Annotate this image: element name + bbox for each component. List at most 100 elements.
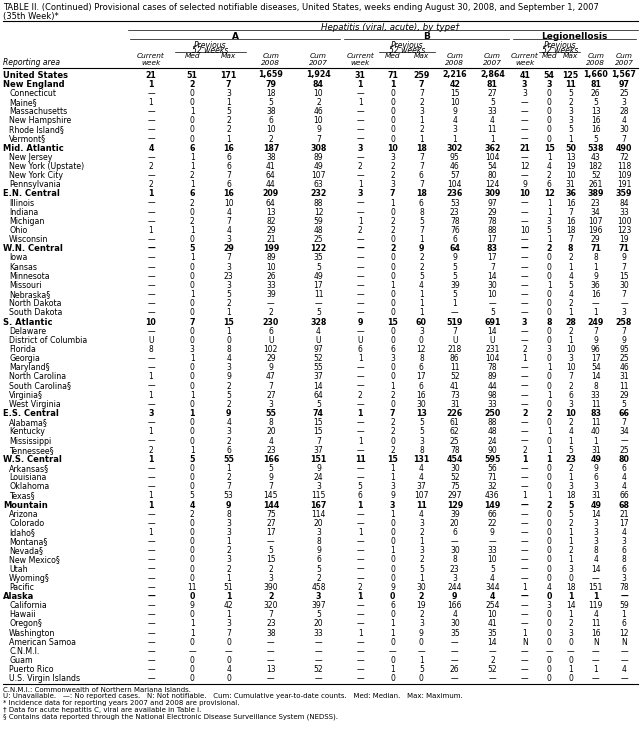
Text: —: — xyxy=(147,327,155,336)
Text: 96: 96 xyxy=(591,345,601,354)
Text: 3: 3 xyxy=(419,107,424,116)
Text: 4: 4 xyxy=(490,116,495,125)
Text: 3: 3 xyxy=(569,629,573,638)
Text: 71: 71 xyxy=(619,244,629,254)
Text: N: N xyxy=(522,638,528,647)
Text: 8: 8 xyxy=(419,208,424,217)
Text: 7: 7 xyxy=(269,382,273,391)
Text: 52 weeks: 52 weeks xyxy=(389,46,425,55)
Text: —: — xyxy=(147,208,155,217)
Text: 2: 2 xyxy=(569,418,573,427)
Text: —: — xyxy=(356,638,364,647)
Text: 0: 0 xyxy=(547,556,551,565)
Text: 17: 17 xyxy=(266,528,276,537)
Text: 52: 52 xyxy=(313,665,323,674)
Text: 23: 23 xyxy=(224,272,233,280)
Text: —: — xyxy=(451,674,458,684)
Text: 40: 40 xyxy=(591,427,601,436)
Text: 0: 0 xyxy=(190,263,195,272)
Text: 1: 1 xyxy=(148,80,154,89)
Text: Texas§: Texas§ xyxy=(9,491,35,501)
Text: 74: 74 xyxy=(313,409,324,418)
Text: 0: 0 xyxy=(190,482,195,491)
Text: 5: 5 xyxy=(358,482,363,491)
Text: Max: Max xyxy=(414,53,429,59)
Text: 1: 1 xyxy=(568,592,574,601)
Text: 6: 6 xyxy=(419,382,424,391)
Text: —: — xyxy=(356,363,364,372)
Text: 3: 3 xyxy=(522,318,528,327)
Text: —: — xyxy=(356,610,364,619)
Text: 0: 0 xyxy=(390,290,395,299)
Text: 519: 519 xyxy=(447,318,463,327)
Text: 1: 1 xyxy=(419,290,424,299)
Text: 7: 7 xyxy=(316,437,321,446)
Text: 9: 9 xyxy=(358,318,363,327)
Text: 0: 0 xyxy=(547,299,551,308)
Text: 11: 11 xyxy=(313,290,323,299)
Text: 18: 18 xyxy=(266,89,276,97)
Text: 46: 46 xyxy=(450,162,460,171)
Text: Hawaii: Hawaii xyxy=(9,610,36,619)
Text: —: — xyxy=(488,299,496,308)
Text: 1: 1 xyxy=(190,162,195,171)
Text: 11: 11 xyxy=(416,501,427,510)
Text: —: — xyxy=(521,107,528,116)
Text: E.S. Central: E.S. Central xyxy=(3,409,59,418)
Text: 2: 2 xyxy=(390,446,395,455)
Text: 18: 18 xyxy=(566,491,576,501)
Text: 73: 73 xyxy=(450,391,460,400)
Text: —: — xyxy=(356,620,364,629)
Text: 1: 1 xyxy=(594,309,598,318)
Text: 43: 43 xyxy=(591,153,601,162)
Text: 16: 16 xyxy=(417,391,426,400)
Text: 1: 1 xyxy=(148,455,154,464)
Text: 3: 3 xyxy=(316,528,321,537)
Text: 9: 9 xyxy=(522,180,527,189)
Text: 3: 3 xyxy=(226,89,231,97)
Text: 3: 3 xyxy=(622,537,626,546)
Text: 23: 23 xyxy=(591,199,601,208)
Text: South Carolina§: South Carolina§ xyxy=(9,382,71,391)
Text: 1: 1 xyxy=(190,391,195,400)
Text: —: — xyxy=(521,565,528,574)
Text: 2: 2 xyxy=(226,565,231,574)
Text: 0: 0 xyxy=(226,336,231,345)
Text: 4: 4 xyxy=(419,510,424,519)
Text: 1: 1 xyxy=(390,510,395,519)
Text: 21: 21 xyxy=(146,71,156,80)
Text: 4: 4 xyxy=(226,354,231,363)
Text: 55: 55 xyxy=(223,455,234,464)
Text: —: — xyxy=(356,546,364,555)
Text: 5: 5 xyxy=(269,546,273,555)
Text: 53: 53 xyxy=(224,491,233,501)
Text: 249: 249 xyxy=(588,318,604,327)
Text: 78: 78 xyxy=(619,583,629,592)
Text: 8: 8 xyxy=(226,510,231,519)
Text: 8: 8 xyxy=(453,556,457,565)
Text: 1: 1 xyxy=(149,98,153,107)
Text: Cum
2007: Cum 2007 xyxy=(615,53,633,66)
Text: Virginia§: Virginia§ xyxy=(9,391,43,400)
Text: 5: 5 xyxy=(190,244,195,254)
Text: 4: 4 xyxy=(190,501,195,510)
Text: 1: 1 xyxy=(594,665,598,674)
Text: 16: 16 xyxy=(591,126,601,135)
Text: 37: 37 xyxy=(417,482,426,491)
Text: 2: 2 xyxy=(269,135,273,144)
Text: 3: 3 xyxy=(316,482,321,491)
Text: C.N.M.I.: C.N.M.I. xyxy=(9,647,39,656)
Text: 1: 1 xyxy=(358,80,363,89)
Text: 0: 0 xyxy=(190,116,195,125)
Text: 1: 1 xyxy=(190,180,195,189)
Text: 107: 107 xyxy=(312,171,326,180)
Text: 5: 5 xyxy=(419,217,424,226)
Text: 1: 1 xyxy=(358,528,363,537)
Text: 0: 0 xyxy=(190,98,195,107)
Text: 258: 258 xyxy=(616,318,632,327)
Text: Oregon§: Oregon§ xyxy=(9,620,42,629)
Text: 63: 63 xyxy=(313,180,323,189)
Text: 17: 17 xyxy=(313,281,323,290)
Text: 1: 1 xyxy=(569,135,573,144)
Text: 691: 691 xyxy=(484,318,501,327)
